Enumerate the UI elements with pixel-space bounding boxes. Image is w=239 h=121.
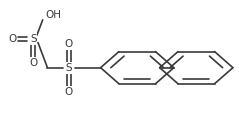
Text: O: O	[29, 58, 37, 68]
Text: OH: OH	[45, 10, 61, 20]
Text: O: O	[65, 39, 73, 49]
Text: S: S	[65, 63, 72, 73]
Text: S: S	[30, 34, 37, 44]
Text: O: O	[8, 34, 16, 44]
Text: O: O	[65, 87, 73, 97]
